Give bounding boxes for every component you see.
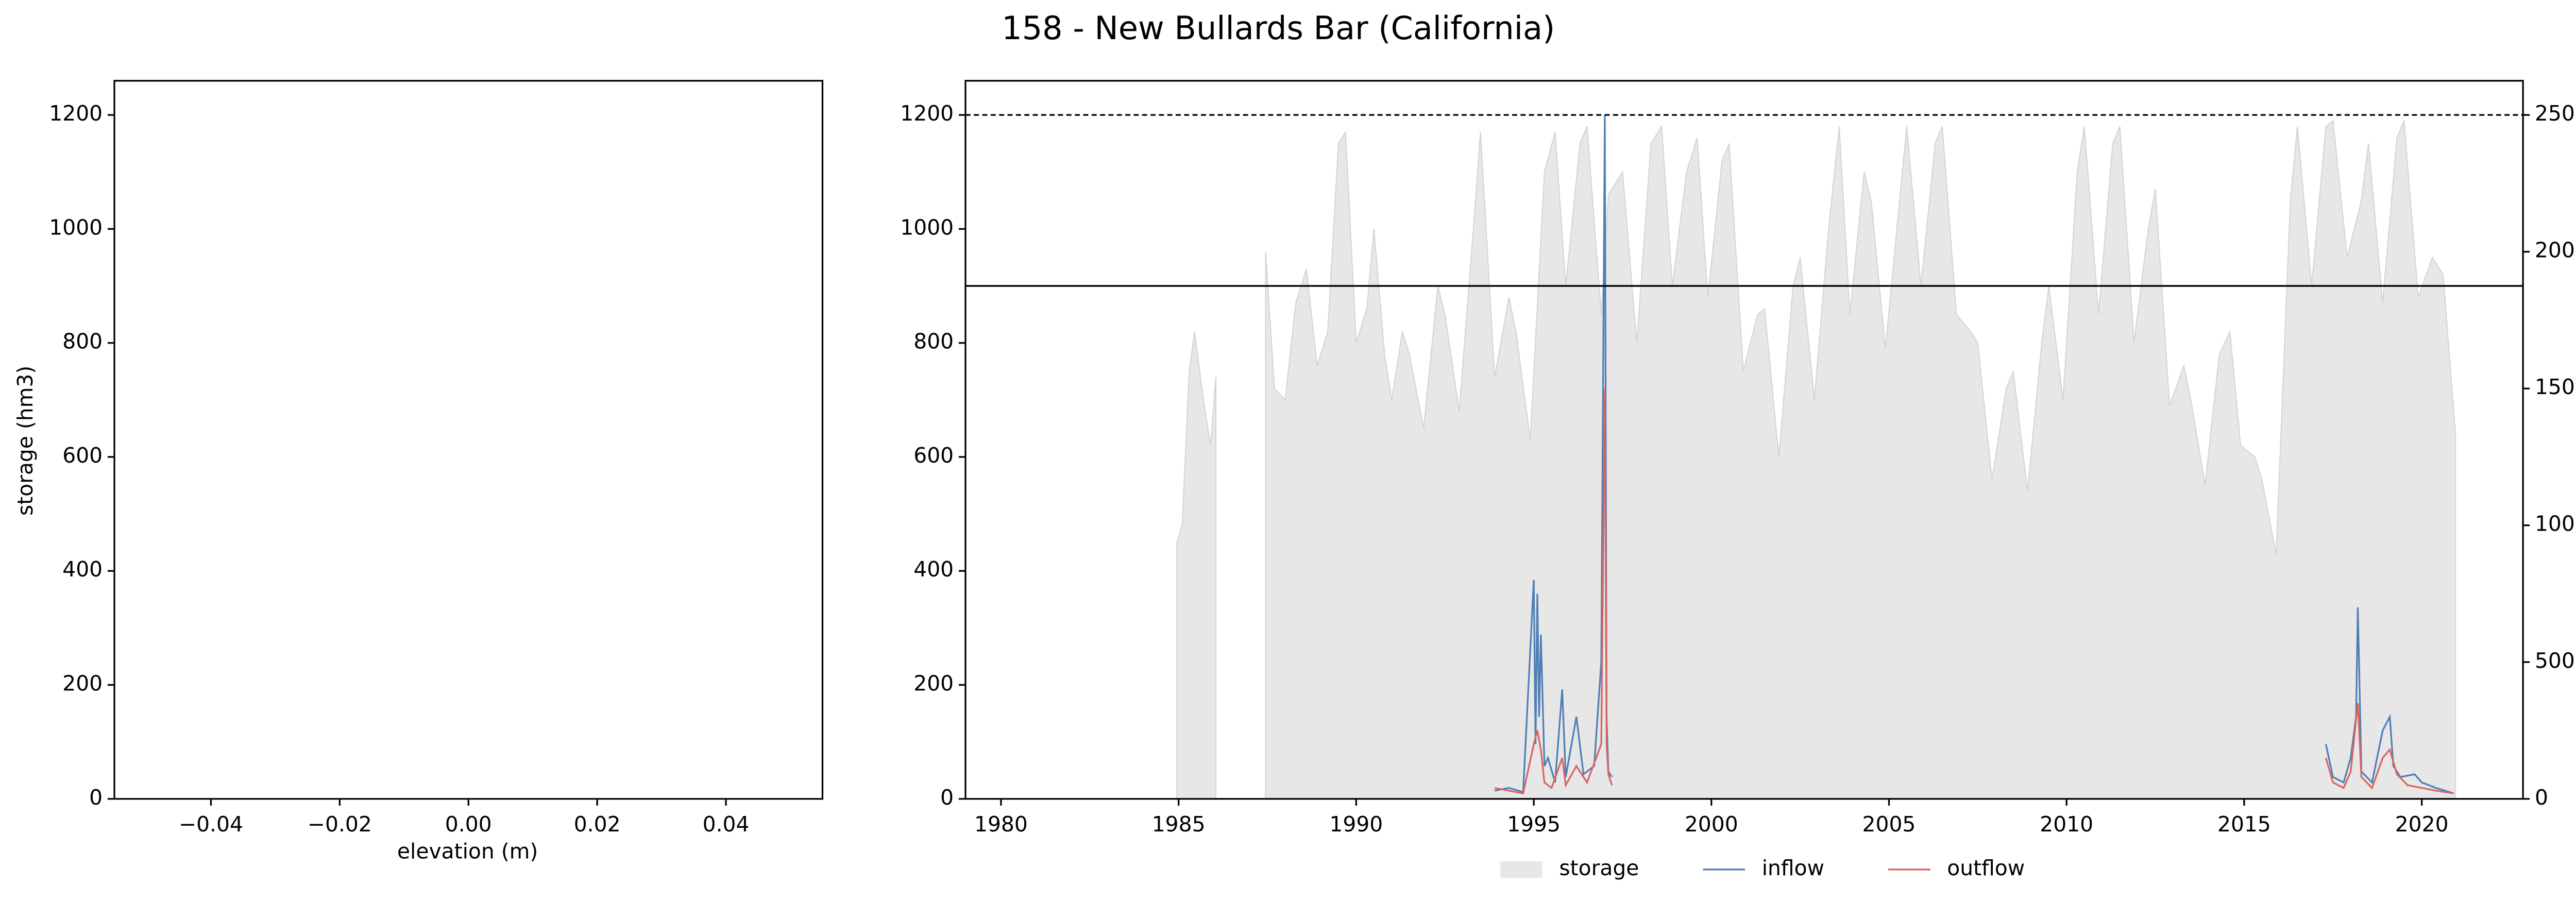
legend-label: storage [1559,856,1639,880]
legend-label: outflow [1947,856,2025,880]
x-tick-label: −0.02 [308,812,372,837]
x-tick-label: 0.02 [574,812,621,837]
x-tick-label: 2000 [1685,812,1738,837]
x-tick-label: 0.00 [445,812,492,837]
legend-swatch [1500,861,1543,878]
x-tick-label: 1980 [974,812,1028,837]
storage-area [1176,120,2456,799]
y2-tick-label: 1500 [2535,375,2576,399]
y-tick-label: 0 [940,785,954,810]
x-tick-label: 0.04 [703,812,750,837]
y-tick-label: 400 [62,557,103,582]
legend-label: inflow [1762,856,1824,880]
y-tick-label: 1200 [49,101,103,126]
x-tick-label: 1985 [1152,812,1206,837]
y-axis-label: storage (hm3) [13,366,38,516]
y-tick-label: 1200 [900,101,954,126]
x-tick-label: 2020 [2395,812,2449,837]
y-tick-label: 200 [62,671,103,696]
y-tick-label: 600 [913,443,954,468]
y-tick-label: 800 [913,329,954,354]
y-tick-label: 1000 [49,215,103,240]
y2-tick-label: 2000 [2535,238,2576,263]
chart-title: 158 - New Bullards Bar (California) [1002,9,1555,47]
x-tick-label: 1995 [1507,812,1561,837]
y-tick-label: 400 [913,557,954,582]
y-tick-label: 0 [89,785,103,810]
inflow-line [1494,115,2454,794]
x-tick-label: 1990 [1329,812,1383,837]
y-tick-label: 1000 [900,215,954,240]
y2-tick-label: 0 [2535,785,2548,810]
y2-tick-label: 1000 [2535,512,2576,536]
plot-frame [964,80,2524,800]
y-tick-label: 800 [62,329,103,354]
x-tick-label: −0.04 [179,812,243,837]
x-tick-label: 2010 [2040,812,2093,837]
y-tick-label: 200 [913,671,954,696]
x-tick-label: 2015 [2217,812,2271,837]
y2-tick-label: 2500 [2535,101,2576,126]
y2-tick-label: 500 [2535,648,2575,673]
outflow-line [1494,388,2454,795]
x-tick-label: 2005 [1862,812,1916,837]
x-axis-label: elevation (m) [397,839,538,863]
y-tick-label: 600 [62,443,103,468]
